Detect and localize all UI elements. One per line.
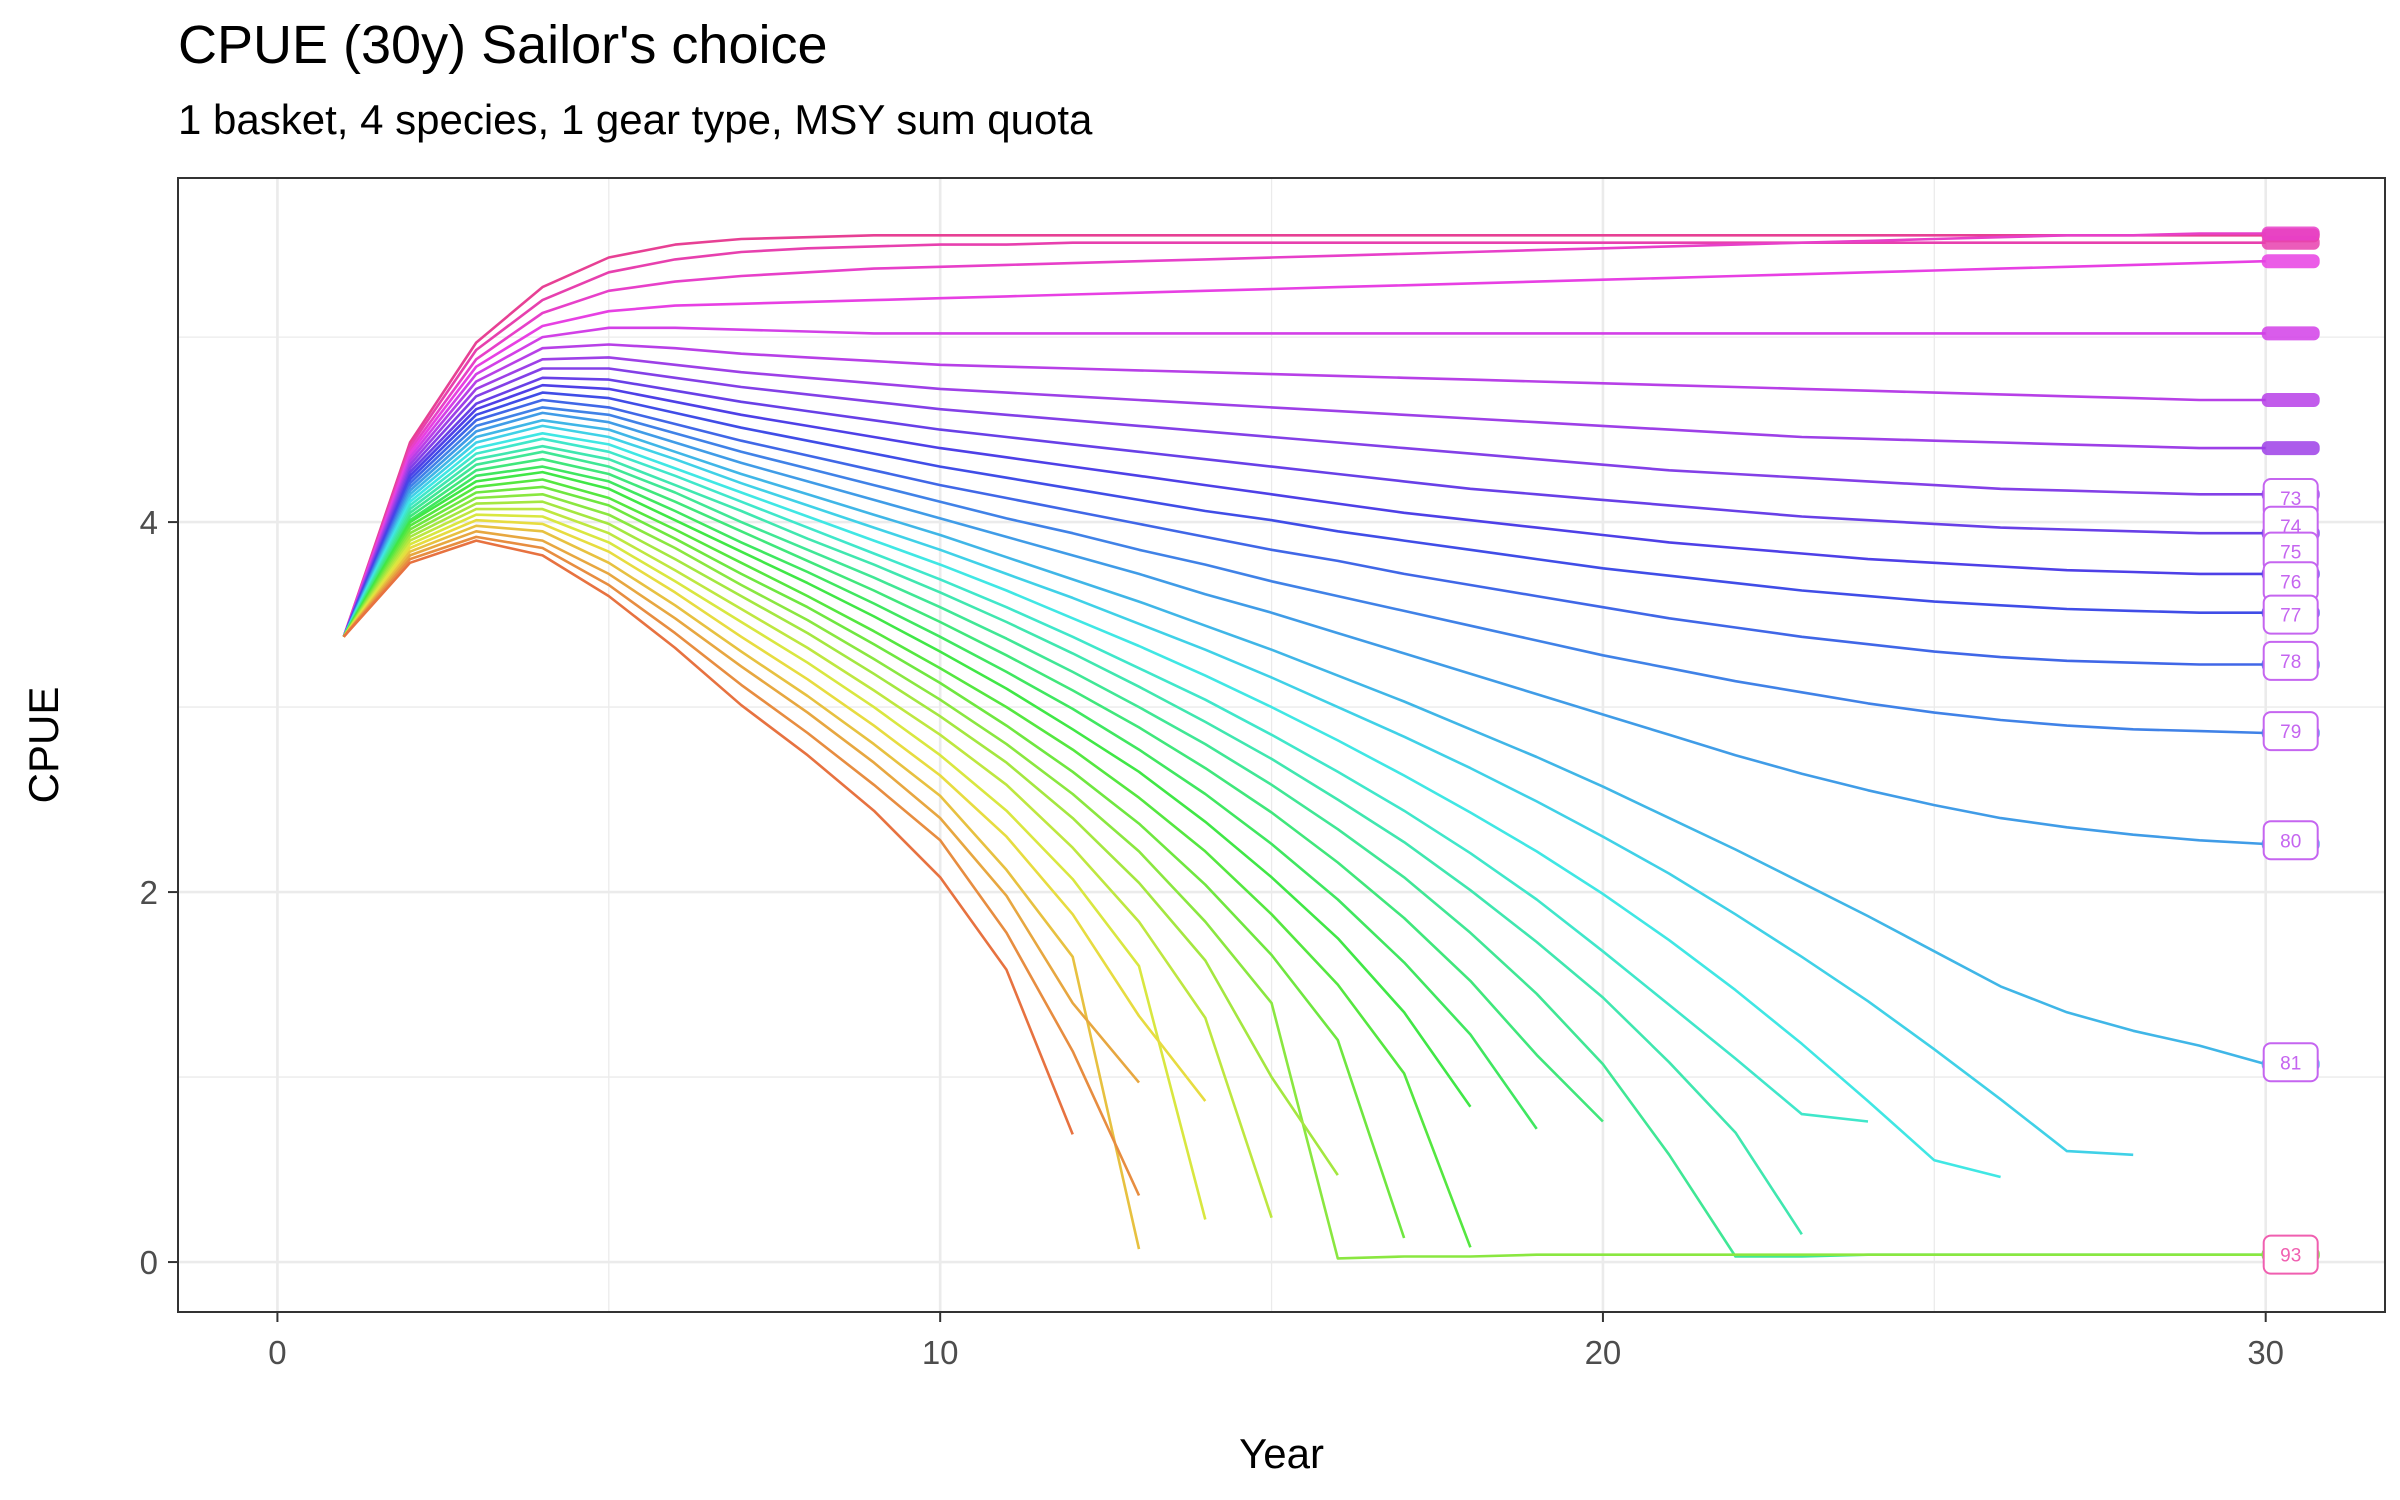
- y-tick-label: 4: [140, 504, 158, 541]
- x-axis-title: Year: [1239, 1430, 1324, 1477]
- series-lines: [342, 232, 2267, 1260]
- plot-panel-border: [177, 177, 2386, 1313]
- series-line: [342, 529, 1140, 1084]
- y-tick-label: 2: [140, 874, 158, 911]
- series-line: [342, 259, 2266, 638]
- series-line: [342, 418, 2267, 1066]
- series-line: [342, 507, 1273, 1219]
- series-line: [342, 524, 1141, 1250]
- end-label-box: [2262, 1234, 2319, 1275]
- end-label-text: 81: [2280, 1053, 2301, 1074]
- end-label-text: 73: [2280, 489, 2301, 510]
- series-end-marker: [2261, 441, 2320, 456]
- series-line: [342, 411, 2266, 846]
- series-line: [342, 444, 1803, 1236]
- series-line: [342, 391, 2266, 638]
- end-label: 81: [2262, 1042, 2319, 1083]
- x-tick-label: 0: [268, 1334, 286, 1371]
- chart-subtitle: 1 basket, 4 species, 1 gear type, MSY su…: [178, 96, 1093, 143]
- end-label: 79: [2262, 711, 2319, 752]
- end-label: 93: [2262, 1234, 2319, 1275]
- x-tick-label: 30: [2247, 1334, 2284, 1371]
- series-line: [342, 518, 1207, 1102]
- end-label-box: [2262, 1042, 2319, 1083]
- end-label-text: 78: [2280, 652, 2301, 673]
- end-label-text: 75: [2280, 543, 2301, 564]
- series-end-marker: [2261, 254, 2320, 269]
- y-axis-title: CPUE: [20, 687, 67, 804]
- series-line: [342, 431, 2001, 1179]
- end-label: 78: [2262, 640, 2319, 681]
- series-line: [342, 241, 2266, 638]
- series-line: [342, 513, 1207, 1220]
- series-line: [342, 424, 2134, 1157]
- series-line: [342, 437, 1869, 1123]
- end-label: 80: [2262, 820, 2319, 861]
- axes: 0 10 20 30 0 2 4: [140, 504, 2284, 1371]
- series-end-marker: [2261, 326, 2320, 341]
- series-line: [342, 326, 2266, 638]
- end-label-text: 76: [2280, 572, 2301, 593]
- end-label: 76: [2262, 561, 2319, 602]
- x-tick-label: 10: [922, 1334, 959, 1371]
- end-label-box: [2262, 820, 2319, 861]
- series-line: [342, 478, 1472, 1248]
- series-line: [342, 398, 2266, 666]
- series-line: [342, 367, 2266, 638]
- end-label-text: 80: [2280, 831, 2301, 852]
- series-line: [342, 343, 2266, 638]
- x-tick-label: 20: [1585, 1334, 1622, 1371]
- end-label-box: [2262, 640, 2319, 681]
- series-end-marker: [2261, 226, 2320, 241]
- series-line: [342, 465, 1538, 1130]
- end-label: 77: [2262, 594, 2319, 635]
- series-line: [342, 457, 1604, 1123]
- series-line: [342, 492, 2266, 1260]
- series-line: [342, 470, 1472, 1108]
- series-line: [342, 232, 2266, 638]
- end-label-box: [2262, 594, 2319, 635]
- series-end-marker: [2261, 392, 2320, 407]
- series-line: [342, 356, 2266, 638]
- end-label-text: 93: [2280, 1246, 2301, 1267]
- end-label-text: 77: [2280, 606, 2301, 627]
- y-tick-label: 0: [140, 1244, 158, 1281]
- series-line: [342, 485, 1406, 1239]
- end-label-box: [2262, 711, 2319, 752]
- series-line: [342, 383, 2266, 638]
- series-line: [342, 500, 1339, 1176]
- end-label: 75: [2262, 531, 2319, 572]
- series-line: [342, 376, 2266, 638]
- series-line: [342, 539, 1074, 1135]
- series-line: [342, 535, 1141, 1197]
- series-line: [342, 406, 2266, 735]
- chart-title: CPUE (30y) Sailor's choice: [178, 15, 828, 75]
- end-label-text: 79: [2280, 722, 2301, 743]
- series-line: [342, 234, 2266, 638]
